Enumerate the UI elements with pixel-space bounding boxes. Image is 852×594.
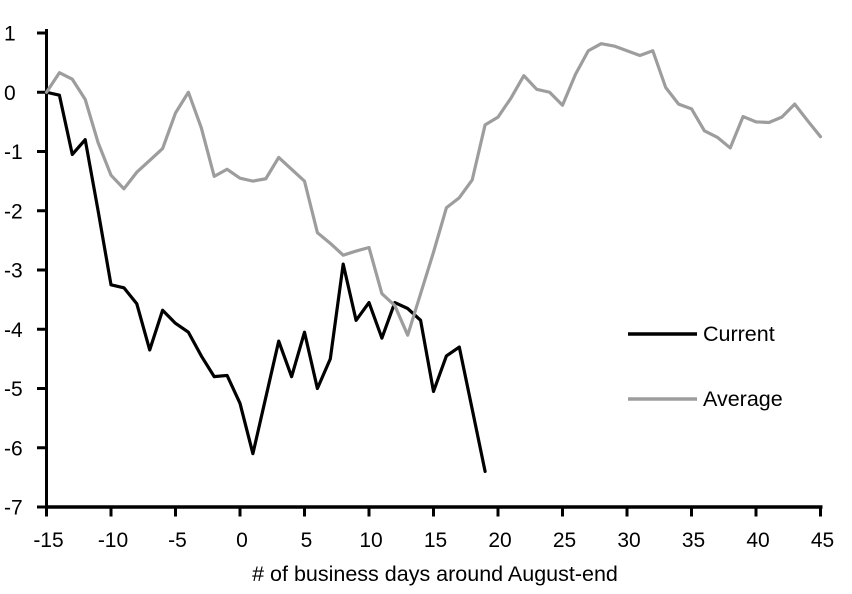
y-axis: 1 0 -1 -2 -3 -4 -5 -6 -7 — [4, 23, 48, 520]
x-tick-label: 10 — [359, 529, 382, 552]
y-tick-label: -3 — [4, 260, 23, 283]
x-tick-label: 15 — [424, 529, 447, 552]
x-tick-label: 20 — [488, 529, 511, 552]
x-tick-label: 45 — [811, 529, 834, 552]
series-line-current — [44, 90, 487, 474]
x-tick-label: 30 — [617, 529, 640, 552]
y-tick-label: -6 — [4, 437, 23, 460]
legend-average-label: Average — [703, 387, 783, 411]
x-tick-label: 35 — [682, 529, 705, 552]
x-tick-label: 0 — [236, 529, 248, 552]
x-tick-label: -10 — [98, 529, 128, 552]
y-tick-label: 1 — [4, 23, 16, 46]
x-axis-title: # of business days around August-end — [252, 562, 618, 586]
y-tick-label: -5 — [4, 378, 23, 401]
series-lines — [44, 42, 823, 474]
y-tick-label: 0 — [4, 82, 16, 105]
x-axis: -15 -10 -5 0 5 10 15 20 25 30 35 40 45 — [33, 505, 834, 552]
legend-current-label: Current — [703, 322, 775, 346]
y-tick-label: -2 — [4, 200, 23, 223]
y-tick-label: -4 — [4, 319, 23, 342]
legend: Current Average — [628, 322, 783, 411]
series-line-average — [44, 42, 823, 337]
x-tick-label: -15 — [33, 529, 63, 552]
x-tick-label: 25 — [553, 529, 576, 552]
y-tick-label: -1 — [4, 141, 23, 164]
x-tick-label: 5 — [301, 529, 313, 552]
x-tick-label: 40 — [746, 529, 769, 552]
x-tick-label: -5 — [168, 529, 187, 552]
y-tick-label: -7 — [4, 497, 23, 520]
